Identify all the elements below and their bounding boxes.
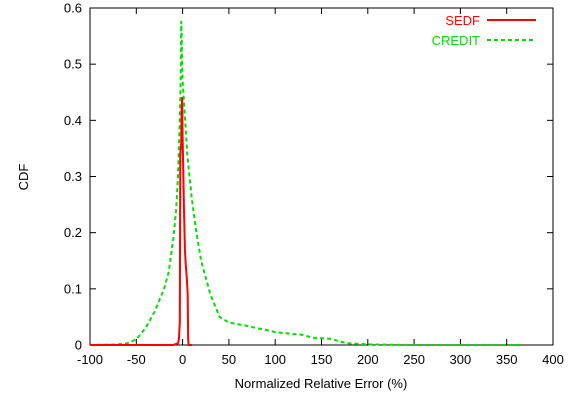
x-tick-label: 300 <box>450 352 472 367</box>
legend-label-sedf: SEDF <box>445 13 480 28</box>
x-tick-label: 350 <box>496 352 518 367</box>
y-tick-label: 0.3 <box>64 169 82 184</box>
x-tick-label: 50 <box>222 352 236 367</box>
x-tick-label: 150 <box>311 352 333 367</box>
y-tick-label: 0.5 <box>64 57 82 72</box>
x-tick-label: 250 <box>403 352 425 367</box>
plot-frame <box>89 7 554 346</box>
x-tick-label: -100 <box>77 352 103 367</box>
x-tick-label: 400 <box>542 352 564 367</box>
x-tick-label: 0 <box>179 352 186 367</box>
y-tick-label: 0.2 <box>64 225 82 240</box>
x-tick-label: 100 <box>264 352 286 367</box>
y-tick-label: 0.1 <box>64 281 82 296</box>
legend: SEDF CREDIT <box>432 13 536 48</box>
y-axis-label: CDF <box>16 164 31 191</box>
x-tick-label: 200 <box>357 352 379 367</box>
y-tick-label: 0 <box>75 338 82 353</box>
y-tick-label: 0.6 <box>64 1 82 16</box>
x-axis-label: Normalized Relative Error (%) <box>235 376 408 391</box>
series-line-credit <box>89 20 521 346</box>
legend-label-credit: CREDIT <box>432 33 480 48</box>
y-tick-label: 0.4 <box>64 113 82 128</box>
series-line-sedf <box>90 96 192 346</box>
x-tick-label: -50 <box>127 352 146 367</box>
